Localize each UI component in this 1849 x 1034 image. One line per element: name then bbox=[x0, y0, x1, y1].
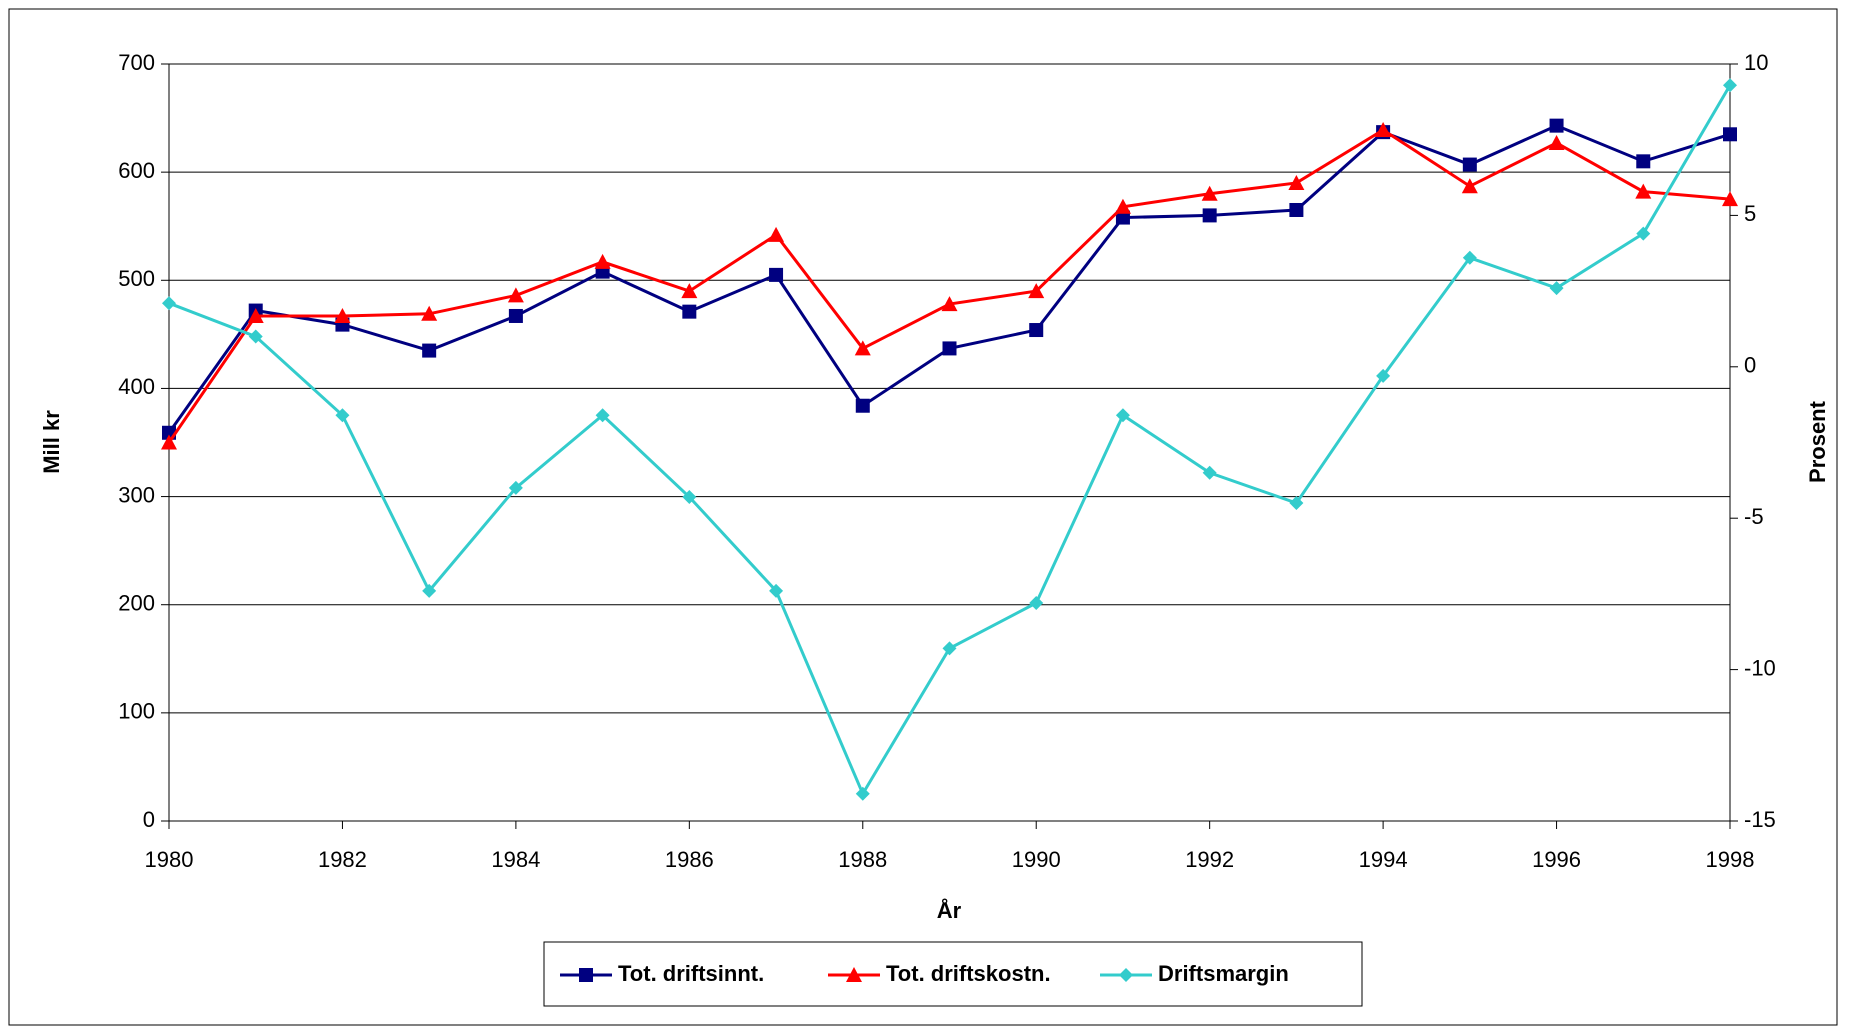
marker bbox=[855, 398, 870, 413]
x-tick-label: 1998 bbox=[1706, 847, 1755, 872]
y-tick-label: 200 bbox=[118, 591, 155, 616]
y2-tick-label: -10 bbox=[1744, 655, 1776, 680]
x-axis-title: År bbox=[937, 897, 962, 923]
legend-label: Tot. driftsinnt. bbox=[618, 961, 764, 986]
marker bbox=[508, 480, 523, 495]
marker bbox=[1376, 368, 1391, 383]
y-tick-label: 400 bbox=[118, 374, 155, 399]
marker bbox=[1288, 174, 1305, 190]
legend-label: Tot. driftskostn. bbox=[886, 961, 1051, 986]
marker bbox=[1722, 191, 1738, 207]
x-tick-label: 1984 bbox=[491, 847, 540, 872]
y2-tick-label: 10 bbox=[1744, 50, 1768, 75]
marker bbox=[941, 296, 958, 312]
marker bbox=[162, 296, 176, 311]
marker bbox=[1635, 183, 1652, 199]
y2-axis-title: Prosent bbox=[1805, 400, 1830, 483]
marker bbox=[1636, 154, 1651, 169]
y-tick-label: 300 bbox=[118, 482, 155, 507]
x-tick-label: 1980 bbox=[145, 847, 194, 872]
marker bbox=[682, 490, 697, 505]
marker bbox=[1723, 78, 1737, 93]
marker bbox=[594, 253, 611, 269]
x-tick-label: 1996 bbox=[1532, 847, 1581, 872]
marker bbox=[1462, 250, 1477, 265]
y-tick-label: 700 bbox=[118, 50, 155, 75]
marker bbox=[769, 583, 784, 598]
chart-border bbox=[8, 8, 1838, 1026]
marker bbox=[595, 408, 610, 423]
marker bbox=[508, 308, 523, 323]
marker bbox=[1462, 157, 1477, 172]
marker bbox=[1202, 208, 1217, 223]
marker bbox=[1636, 226, 1651, 241]
y2-tick-label: -5 bbox=[1744, 504, 1764, 529]
marker bbox=[579, 968, 593, 982]
marker bbox=[854, 340, 871, 356]
y2-tick-label: -15 bbox=[1744, 807, 1776, 832]
marker bbox=[1723, 127, 1737, 142]
marker bbox=[1115, 408, 1130, 423]
y2-tick-label: 0 bbox=[1744, 353, 1756, 378]
marker bbox=[1114, 198, 1131, 214]
x-tick-label: 1990 bbox=[1012, 847, 1061, 872]
marker bbox=[248, 329, 263, 344]
marker bbox=[768, 226, 785, 242]
marker bbox=[422, 343, 437, 358]
marker bbox=[421, 305, 438, 321]
marker bbox=[335, 408, 350, 423]
marker bbox=[1289, 202, 1304, 217]
marker bbox=[942, 341, 957, 356]
marker bbox=[1119, 968, 1133, 982]
y2-tick-label: 5 bbox=[1744, 201, 1756, 226]
marker bbox=[1201, 185, 1218, 201]
x-tick-label: 1994 bbox=[1359, 847, 1408, 872]
y-tick-label: 600 bbox=[118, 158, 155, 183]
y-tick-label: 0 bbox=[143, 807, 155, 832]
marker bbox=[1549, 118, 1564, 133]
marker bbox=[942, 641, 957, 656]
marker bbox=[1029, 595, 1044, 610]
legend-box bbox=[543, 941, 1363, 1007]
marker bbox=[507, 287, 524, 303]
marker bbox=[681, 283, 698, 299]
marker bbox=[247, 307, 264, 323]
marker bbox=[1548, 134, 1565, 150]
marker bbox=[855, 786, 870, 801]
x-tick-label: 1992 bbox=[1185, 847, 1234, 872]
marker bbox=[769, 267, 784, 282]
legend-label: Driftsmargin bbox=[1158, 961, 1289, 986]
y-tick-label: 100 bbox=[118, 699, 155, 724]
x-tick-label: 1988 bbox=[838, 847, 887, 872]
marker bbox=[1549, 281, 1564, 296]
marker bbox=[1289, 496, 1304, 511]
marker bbox=[682, 304, 697, 319]
y-axis-title: Mill kr bbox=[39, 410, 64, 474]
marker bbox=[1115, 210, 1130, 225]
marker bbox=[1461, 178, 1478, 194]
marker bbox=[1028, 283, 1045, 299]
x-tick-label: 1982 bbox=[318, 847, 367, 872]
marker bbox=[1202, 465, 1217, 480]
marker bbox=[161, 434, 177, 450]
marker bbox=[422, 583, 437, 598]
marker bbox=[846, 967, 862, 982]
marker bbox=[1029, 323, 1044, 338]
marker bbox=[1375, 121, 1392, 137]
marker bbox=[334, 307, 351, 323]
x-tick-label: 1986 bbox=[665, 847, 714, 872]
y-tick-label: 500 bbox=[118, 266, 155, 291]
